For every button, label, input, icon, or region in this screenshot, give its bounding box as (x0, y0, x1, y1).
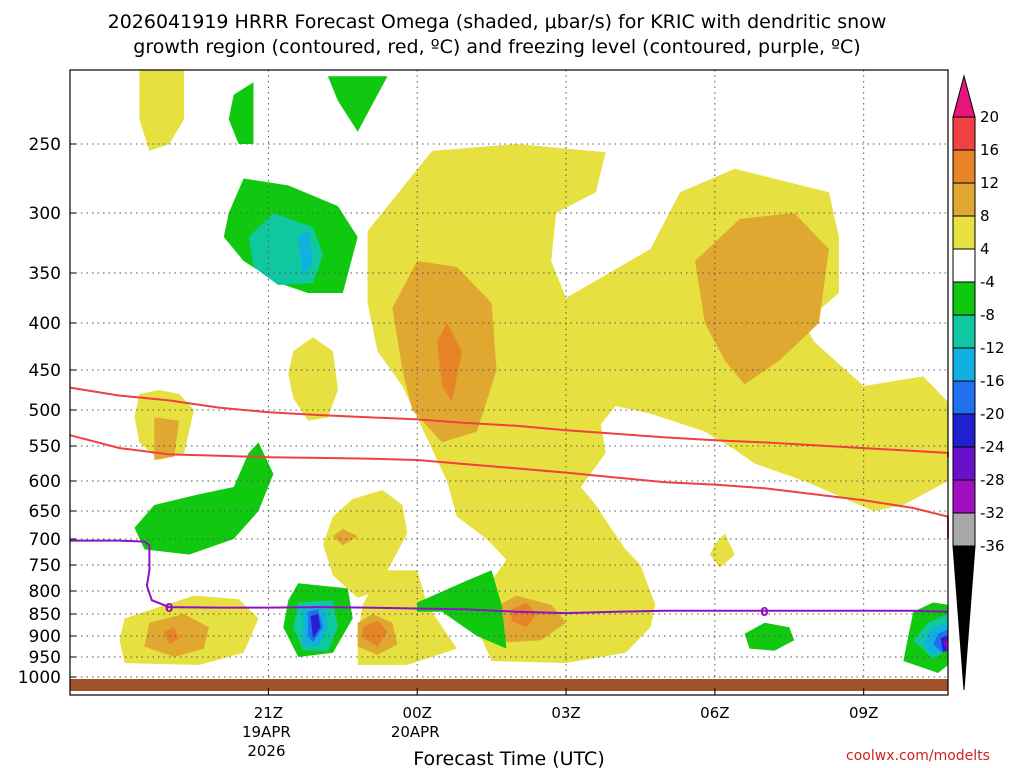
x-tick-label: 03Z (551, 704, 580, 722)
colorbar-tick-label: -12 (980, 339, 1005, 357)
x-tick-date-label: 20APR (391, 723, 440, 741)
colorbar-bottom-arrow (952, 545, 976, 691)
colorbar-tick-label: -28 (980, 471, 1005, 489)
y-tick-label: 500 (29, 401, 61, 421)
omega-shaded-region (945, 641, 948, 652)
colorbar-swatch (952, 380, 976, 415)
y-tick-label: 450 (29, 361, 61, 381)
omega-shaded-region (310, 614, 321, 639)
colorbar-tick-label: -20 (980, 405, 1005, 423)
omega-shaded-region (709, 533, 735, 568)
plot-frame (69, 69, 949, 696)
y-tick-label: 950 (29, 648, 61, 668)
omega-shaded-region (154, 417, 180, 460)
x-axis-label: Forecast Time (UTC) (413, 748, 604, 768)
omega-shaded-region (511, 602, 537, 628)
omega-shaded-region (332, 528, 358, 546)
contour-line (70, 539, 949, 615)
y-tick-label: 750 (29, 556, 61, 576)
x-tick-date-label: 19APR (242, 723, 291, 741)
colorbar-tick-label: 12 (980, 174, 999, 192)
y-tick-label: 800 (29, 582, 61, 602)
colorbar-tick-label: 20 (980, 108, 999, 126)
colorbar-top-arrow (952, 74, 976, 118)
colorbar-tick-label: -24 (980, 438, 1005, 456)
colorbar-swatch (952, 512, 976, 547)
y-tick-label: 600 (29, 472, 61, 492)
contour-label: 0 (165, 601, 173, 615)
y-tick-label: 650 (29, 502, 61, 522)
contour-line (69, 434, 949, 539)
y-tick-label: 1000 (18, 668, 61, 688)
omega-shaded-region (228, 82, 254, 144)
omega-shaded-region (288, 337, 338, 421)
colorbar-tick-label: -4 (980, 273, 995, 291)
chart-title-line-1: 2026041919 HRRR Forecast Omega (shaded, … (108, 11, 887, 33)
colorbar-tick-label: -16 (980, 372, 1005, 390)
colorbar-tick-label: -32 (980, 504, 1005, 522)
colorbar-tick-label: -36 (980, 537, 1005, 555)
colorbar-swatch (952, 149, 976, 184)
y-tick-label: 250 (29, 135, 61, 155)
colorbar-swatch (952, 116, 976, 151)
colorbar-tick-label: 8 (980, 207, 990, 225)
colorbar-swatch (952, 182, 976, 217)
colorbar-swatch (952, 314, 976, 349)
x-tick-label: 09Z (849, 704, 878, 722)
colorbar-swatch (952, 215, 976, 250)
colorbar-swatch (952, 347, 976, 382)
x-tick-label: 00Z (403, 704, 432, 722)
omega-shaded-region (437, 323, 462, 402)
y-tick-label: 300 (29, 204, 61, 224)
omega-shaded-region (164, 627, 180, 645)
y-tick-label: 350 (29, 264, 61, 284)
x-tick-label: 21Z (254, 704, 283, 722)
omega-shaded-region (134, 442, 274, 555)
omega-shaded-region (327, 76, 388, 132)
omega-shaded-region (298, 231, 314, 278)
contour-label: 0 (760, 605, 768, 619)
contour-line (69, 386, 949, 458)
x-tick-label: 06Z (700, 704, 729, 722)
surface-terrain-bar (70, 679, 948, 691)
omega-shaded-region (362, 620, 388, 647)
watermark: coolwx.com/modelts (846, 748, 990, 764)
colorbar-swatch (952, 413, 976, 448)
y-tick-label: 900 (29, 627, 61, 647)
colorbar-swatch (952, 281, 976, 316)
y-tick-label: 550 (29, 437, 61, 457)
y-tick-label: 700 (29, 530, 61, 550)
colorbar-swatch (952, 479, 976, 514)
colorbar-tick-label: 16 (980, 141, 999, 159)
colorbar-swatch (952, 248, 976, 283)
colorbar-swatch (952, 446, 976, 481)
omega-shaded-region (744, 622, 795, 651)
y-tick-label: 400 (29, 314, 61, 334)
y-tick-label: 850 (29, 605, 61, 625)
omega-shaded-region (695, 213, 829, 385)
colorbar-tick-label: -8 (980, 306, 995, 324)
omega-shaded-region (139, 70, 185, 151)
x-tick-year-label: 2026 (247, 742, 285, 760)
colorbar-tick-label: 4 (980, 240, 990, 258)
chart-title-line-2: growth region (contoured, red, ºC) and f… (133, 36, 860, 58)
